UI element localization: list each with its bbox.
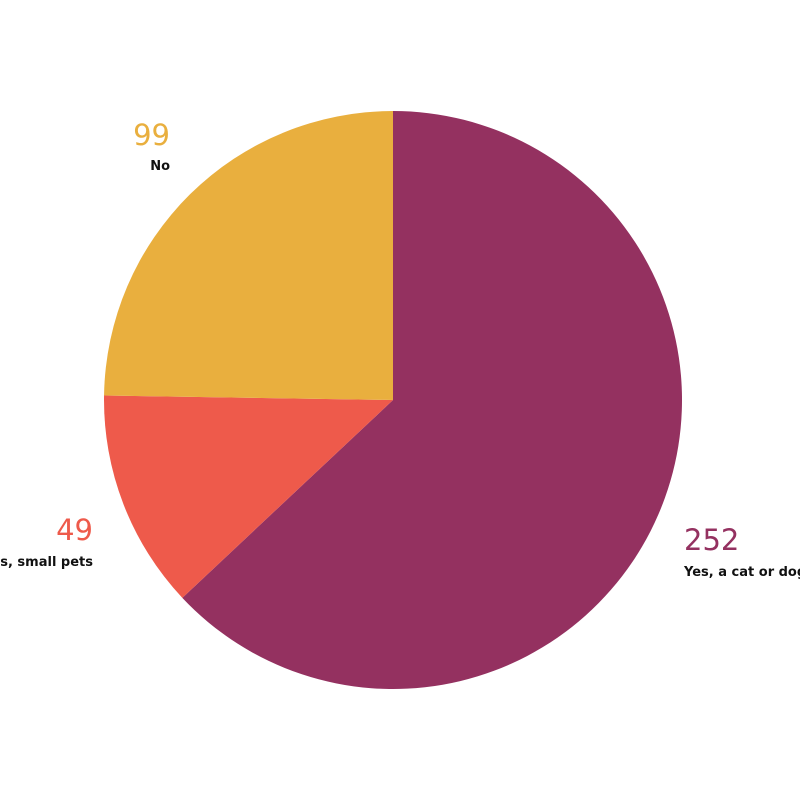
slice-category-yes-a-cat-or-dog: Yes, a cat or dog <box>683 565 800 580</box>
slice-category-no: No <box>150 159 170 174</box>
pie-slice-no <box>104 111 393 400</box>
slice-value-no: 99 <box>133 118 170 152</box>
slice-category-yes-small-pets: Yes, small pets <box>0 555 93 570</box>
slice-value-yes-a-cat-or-dog: 252 <box>684 523 739 557</box>
pie-slices <box>104 111 683 689</box>
pie-slice-yes-small-pets <box>104 395 393 598</box>
pie-slice-yes-a-cat-or-dog <box>182 111 683 689</box>
slice-labels: 252 Yes, a cat or dog 49 Yes, small pets 99 N… <box>0 118 800 580</box>
slice-value-yes-small-pets: 49 <box>56 513 93 547</box>
